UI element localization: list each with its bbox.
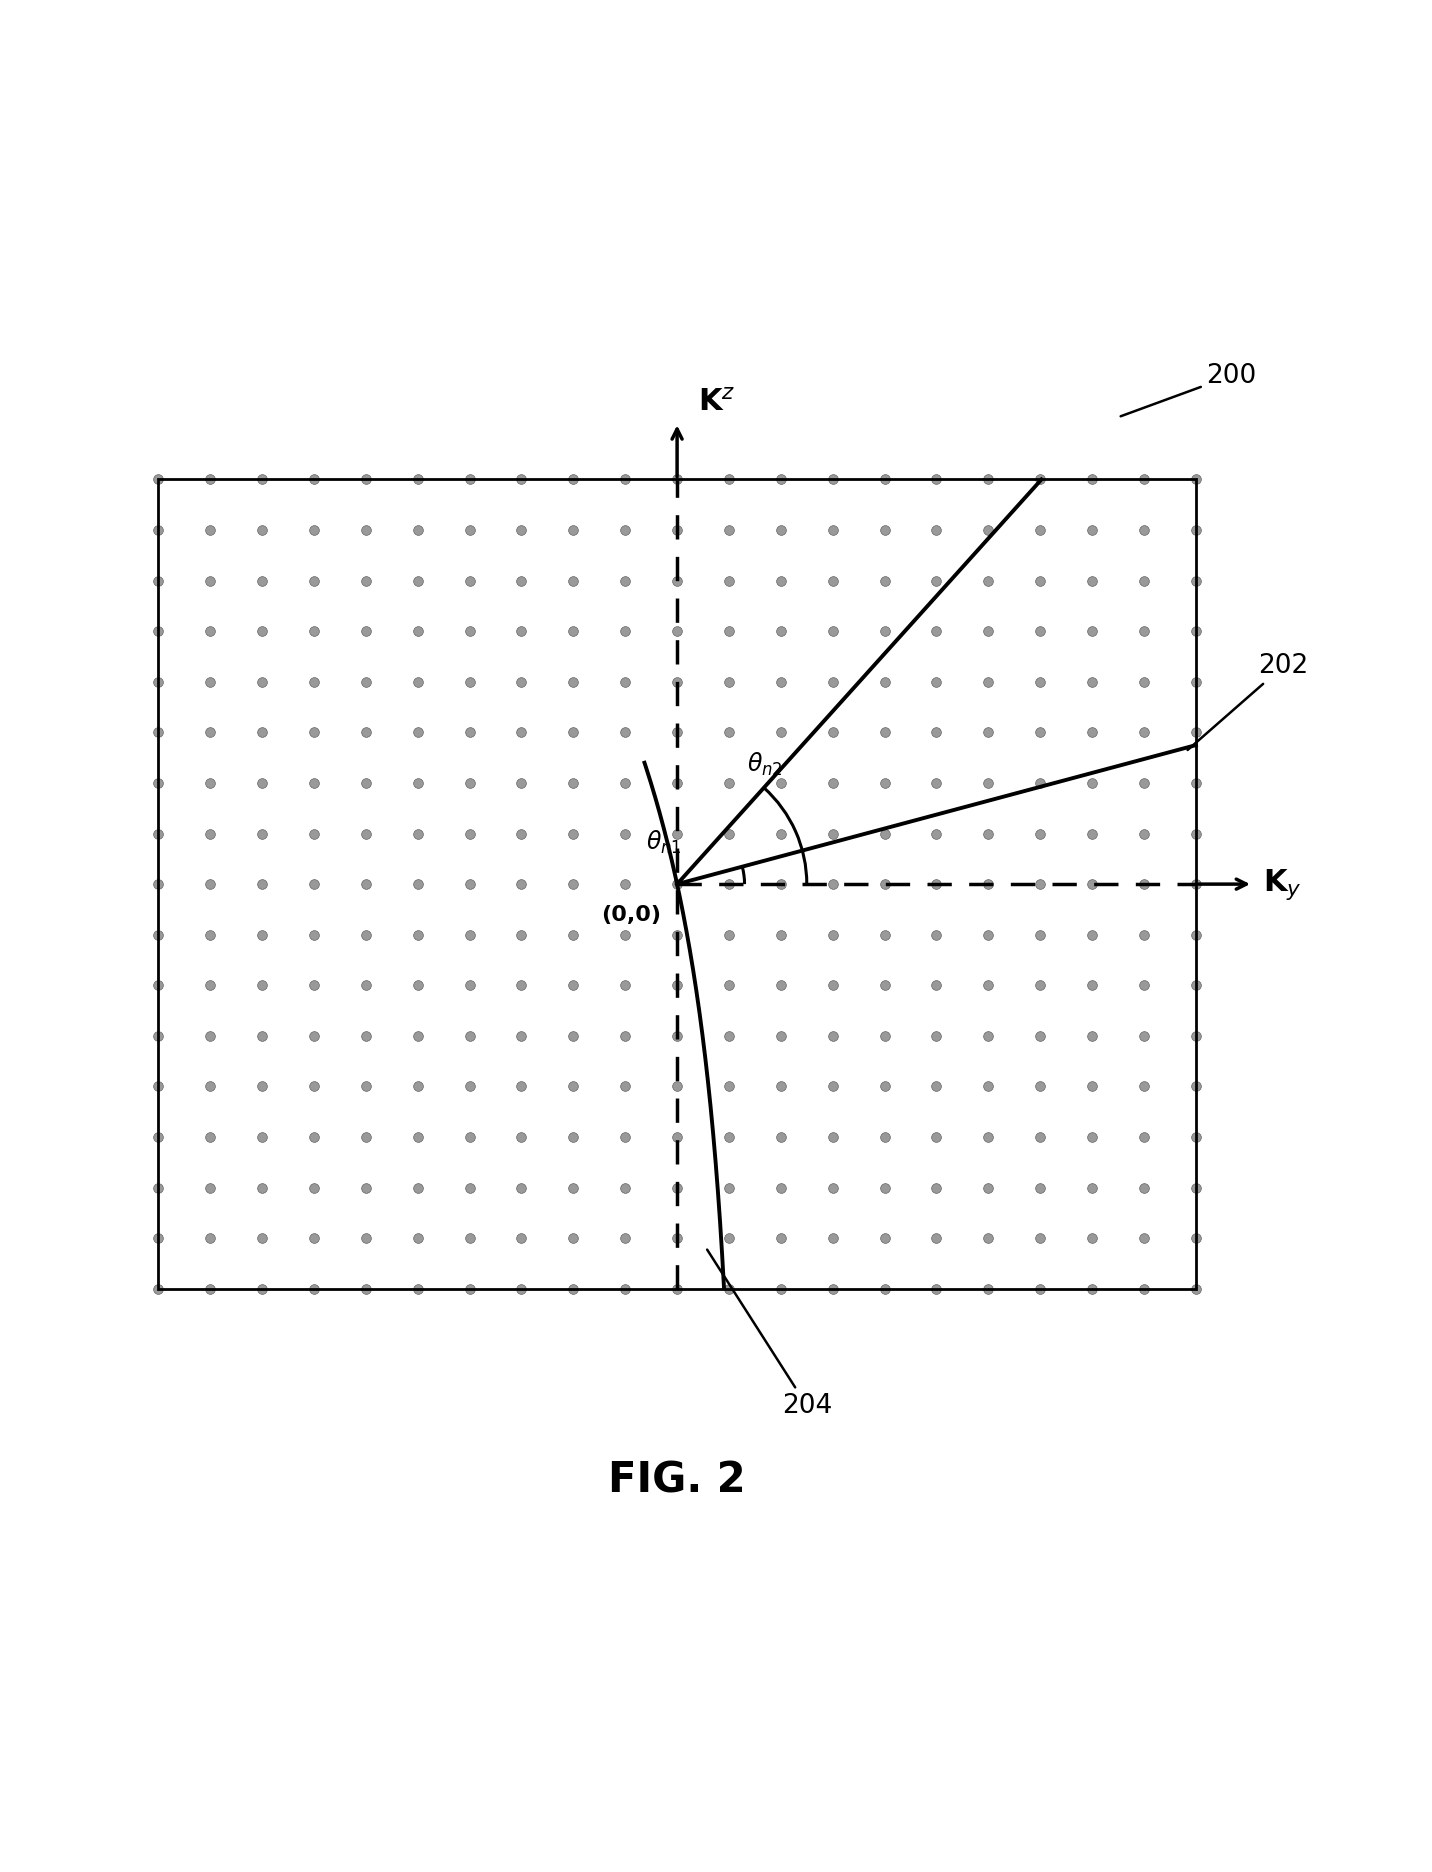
Text: FIG. 2: FIG. 2 [609,1460,746,1501]
Text: 200: 200 [1121,363,1256,416]
Text: (0,0): (0,0) [601,904,662,925]
Text: $\mathbf{K}_y$: $\mathbf{K}_y$ [1263,867,1302,902]
Text: $\theta_{n1}$: $\theta_{n1}$ [646,829,682,856]
Text: 204: 204 [707,1250,832,1419]
Bar [159,479,1196,1288]
Text: 202: 202 [1187,653,1309,751]
Text: $\mathbf{K}^z$: $\mathbf{K}^z$ [697,388,736,417]
Text: $\theta_{n2}$: $\theta_{n2}$ [748,751,783,777]
